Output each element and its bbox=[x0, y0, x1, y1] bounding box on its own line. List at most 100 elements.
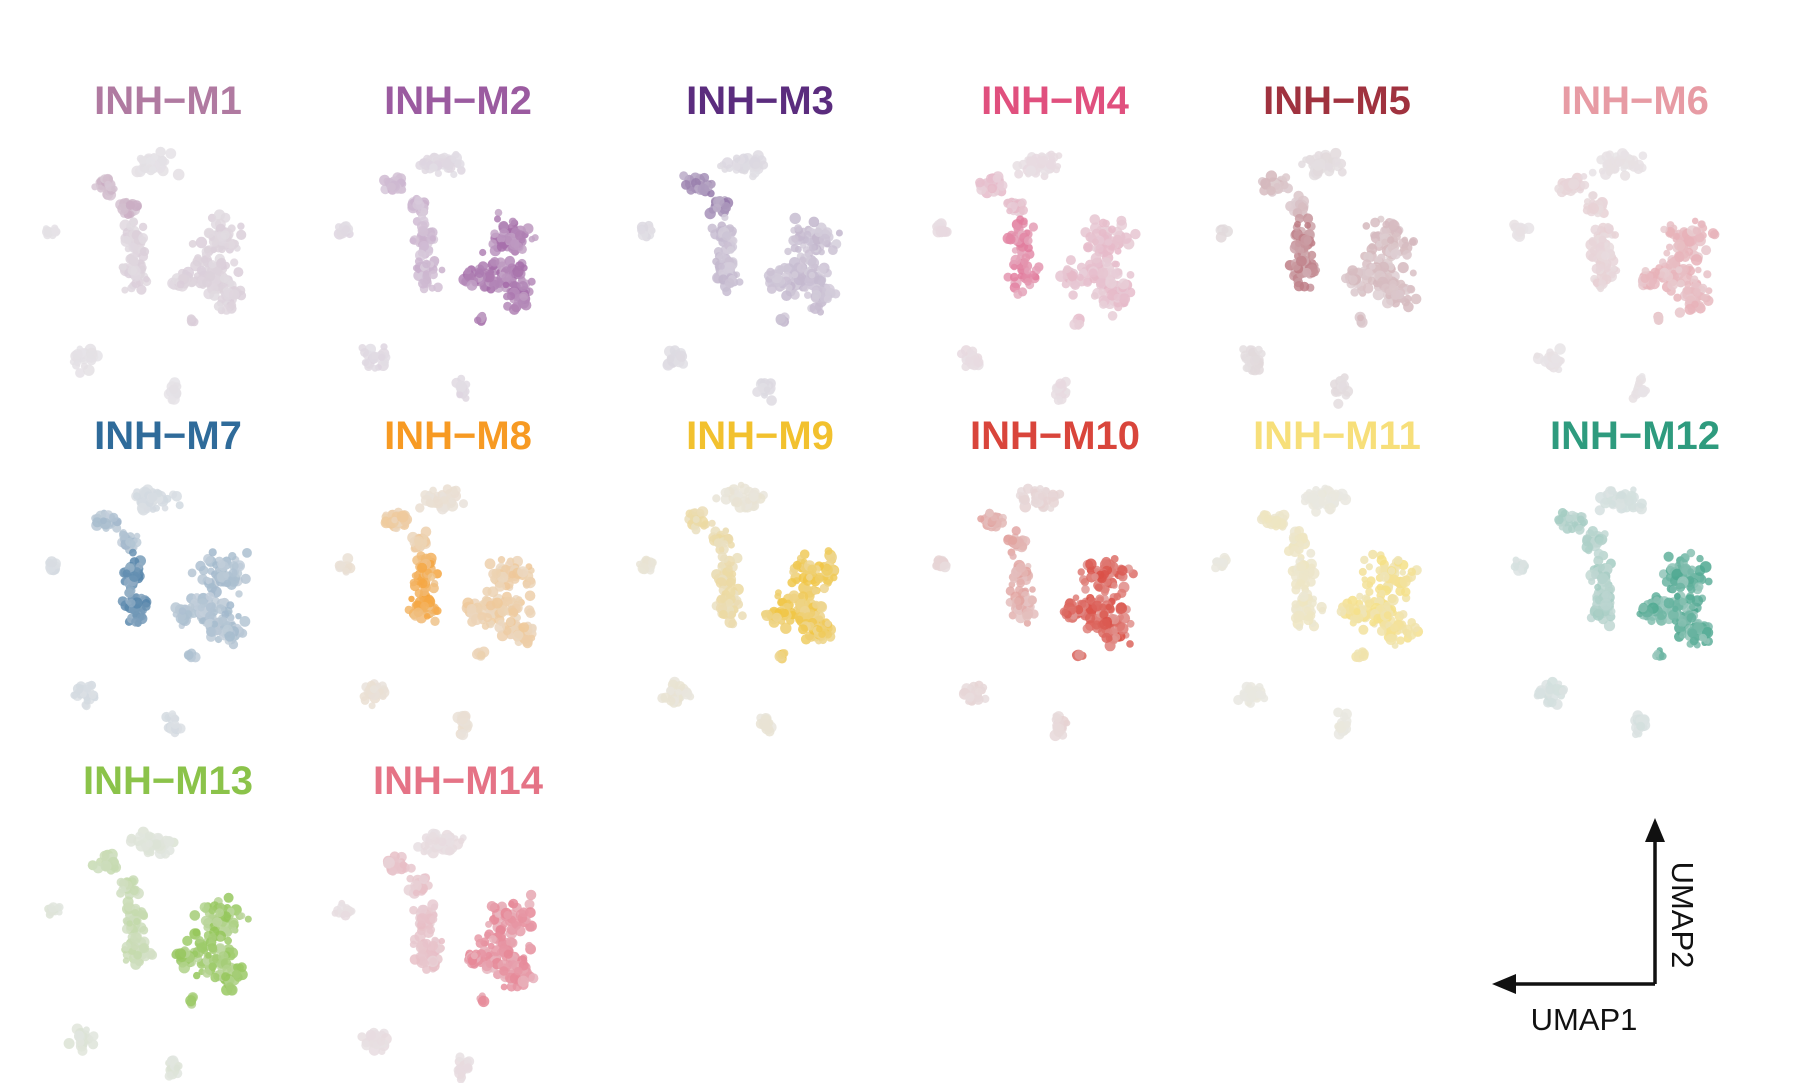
cell-point bbox=[138, 251, 149, 262]
cell-point bbox=[1597, 285, 1605, 293]
cell-point bbox=[717, 162, 724, 170]
cell-point bbox=[1332, 156, 1342, 166]
cell-point bbox=[483, 271, 495, 283]
cell-point bbox=[119, 263, 127, 271]
cell-point bbox=[766, 395, 777, 406]
cell-point bbox=[1010, 263, 1018, 271]
cell-point bbox=[1069, 319, 1081, 330]
cell-point bbox=[165, 148, 177, 159]
cell-point bbox=[450, 170, 458, 179]
cell-point bbox=[525, 563, 533, 570]
cell-point bbox=[494, 622, 506, 633]
cell-point bbox=[935, 225, 947, 238]
cell-point bbox=[1347, 265, 1358, 276]
cell-point bbox=[761, 609, 773, 622]
cell-point bbox=[83, 684, 92, 693]
cell-point bbox=[1409, 238, 1417, 246]
cell-point bbox=[218, 616, 228, 626]
cell-point bbox=[1021, 253, 1031, 263]
cell-point bbox=[414, 589, 424, 598]
cell-point bbox=[806, 574, 813, 581]
cell-point bbox=[1568, 178, 1580, 190]
cell-point bbox=[427, 572, 436, 581]
cell-point bbox=[441, 158, 452, 169]
cell-point bbox=[1658, 271, 1666, 279]
cell-point bbox=[205, 577, 213, 585]
cell-point bbox=[497, 605, 509, 617]
cell-point bbox=[1554, 184, 1564, 194]
umap-panel: INH−M2 bbox=[333, 79, 539, 402]
cell-point bbox=[1095, 244, 1104, 253]
cell-point bbox=[749, 172, 757, 181]
cell-point bbox=[464, 267, 472, 275]
cell-point bbox=[1011, 526, 1021, 536]
cell-point bbox=[334, 223, 343, 231]
cell-point bbox=[1672, 605, 1679, 613]
cell-point bbox=[175, 501, 184, 510]
cell-point bbox=[1390, 623, 1399, 632]
cell-point bbox=[1689, 636, 1699, 646]
cell-point bbox=[1097, 267, 1109, 279]
cell-point bbox=[1350, 288, 1359, 297]
cell-point bbox=[369, 685, 378, 694]
cell-point bbox=[1376, 555, 1387, 566]
cell-point bbox=[459, 499, 468, 509]
cell-point bbox=[787, 578, 797, 588]
cell-point bbox=[759, 160, 769, 170]
cell-point bbox=[1063, 265, 1072, 274]
cell-point bbox=[1637, 387, 1649, 398]
cell-point bbox=[789, 212, 801, 225]
cell-point bbox=[721, 157, 734, 169]
cell-point bbox=[145, 840, 153, 848]
cell-point bbox=[1677, 279, 1685, 288]
cell-point bbox=[135, 831, 143, 840]
cell-point bbox=[1113, 293, 1121, 301]
cell-point bbox=[1117, 623, 1129, 635]
cell-point bbox=[1089, 214, 1101, 225]
cell-point bbox=[1333, 398, 1344, 409]
cell-point bbox=[1601, 251, 1610, 261]
cell-point bbox=[1385, 633, 1397, 646]
cell-point bbox=[811, 290, 822, 300]
cell-point bbox=[772, 612, 782, 622]
cell-point bbox=[704, 207, 716, 220]
cell-point bbox=[802, 285, 809, 292]
cell-point bbox=[1640, 274, 1650, 283]
cell-point bbox=[1378, 589, 1386, 597]
cell-point bbox=[1365, 563, 1373, 571]
cell-point bbox=[451, 485, 461, 495]
cell-point bbox=[1596, 155, 1606, 165]
cell-point bbox=[679, 171, 689, 181]
cell-point bbox=[815, 574, 824, 584]
cell-point bbox=[1376, 626, 1387, 636]
cell-point bbox=[1010, 576, 1018, 584]
cell-point bbox=[1221, 226, 1229, 234]
cell-point bbox=[1365, 587, 1374, 597]
cell-point bbox=[732, 162, 741, 171]
cell-point bbox=[1699, 561, 1712, 573]
cell-point bbox=[211, 620, 219, 628]
cell-point bbox=[188, 240, 197, 248]
cell-point bbox=[1333, 388, 1340, 396]
cell-point bbox=[1115, 602, 1128, 614]
cell-point bbox=[503, 292, 511, 301]
cell-point bbox=[1519, 559, 1528, 568]
panel-title: INH−M1 bbox=[94, 79, 242, 123]
cell-point bbox=[418, 240, 430, 252]
cell-point bbox=[1379, 571, 1390, 582]
cell-point bbox=[1344, 721, 1351, 728]
cell-point bbox=[1012, 161, 1022, 171]
cell-point bbox=[988, 185, 996, 193]
cell-point bbox=[1577, 515, 1585, 524]
cell-point bbox=[1025, 165, 1037, 177]
cell-point bbox=[1653, 596, 1661, 604]
cell-point bbox=[1005, 234, 1016, 245]
cell-point bbox=[1102, 219, 1110, 228]
panel-title: INH−M10 bbox=[970, 414, 1140, 458]
cell-point bbox=[515, 230, 526, 241]
cell-point bbox=[1029, 586, 1036, 593]
cell-point bbox=[1388, 219, 1400, 232]
cell-point bbox=[1588, 577, 1596, 586]
cell-point bbox=[807, 564, 817, 574]
cell-point bbox=[359, 692, 369, 701]
